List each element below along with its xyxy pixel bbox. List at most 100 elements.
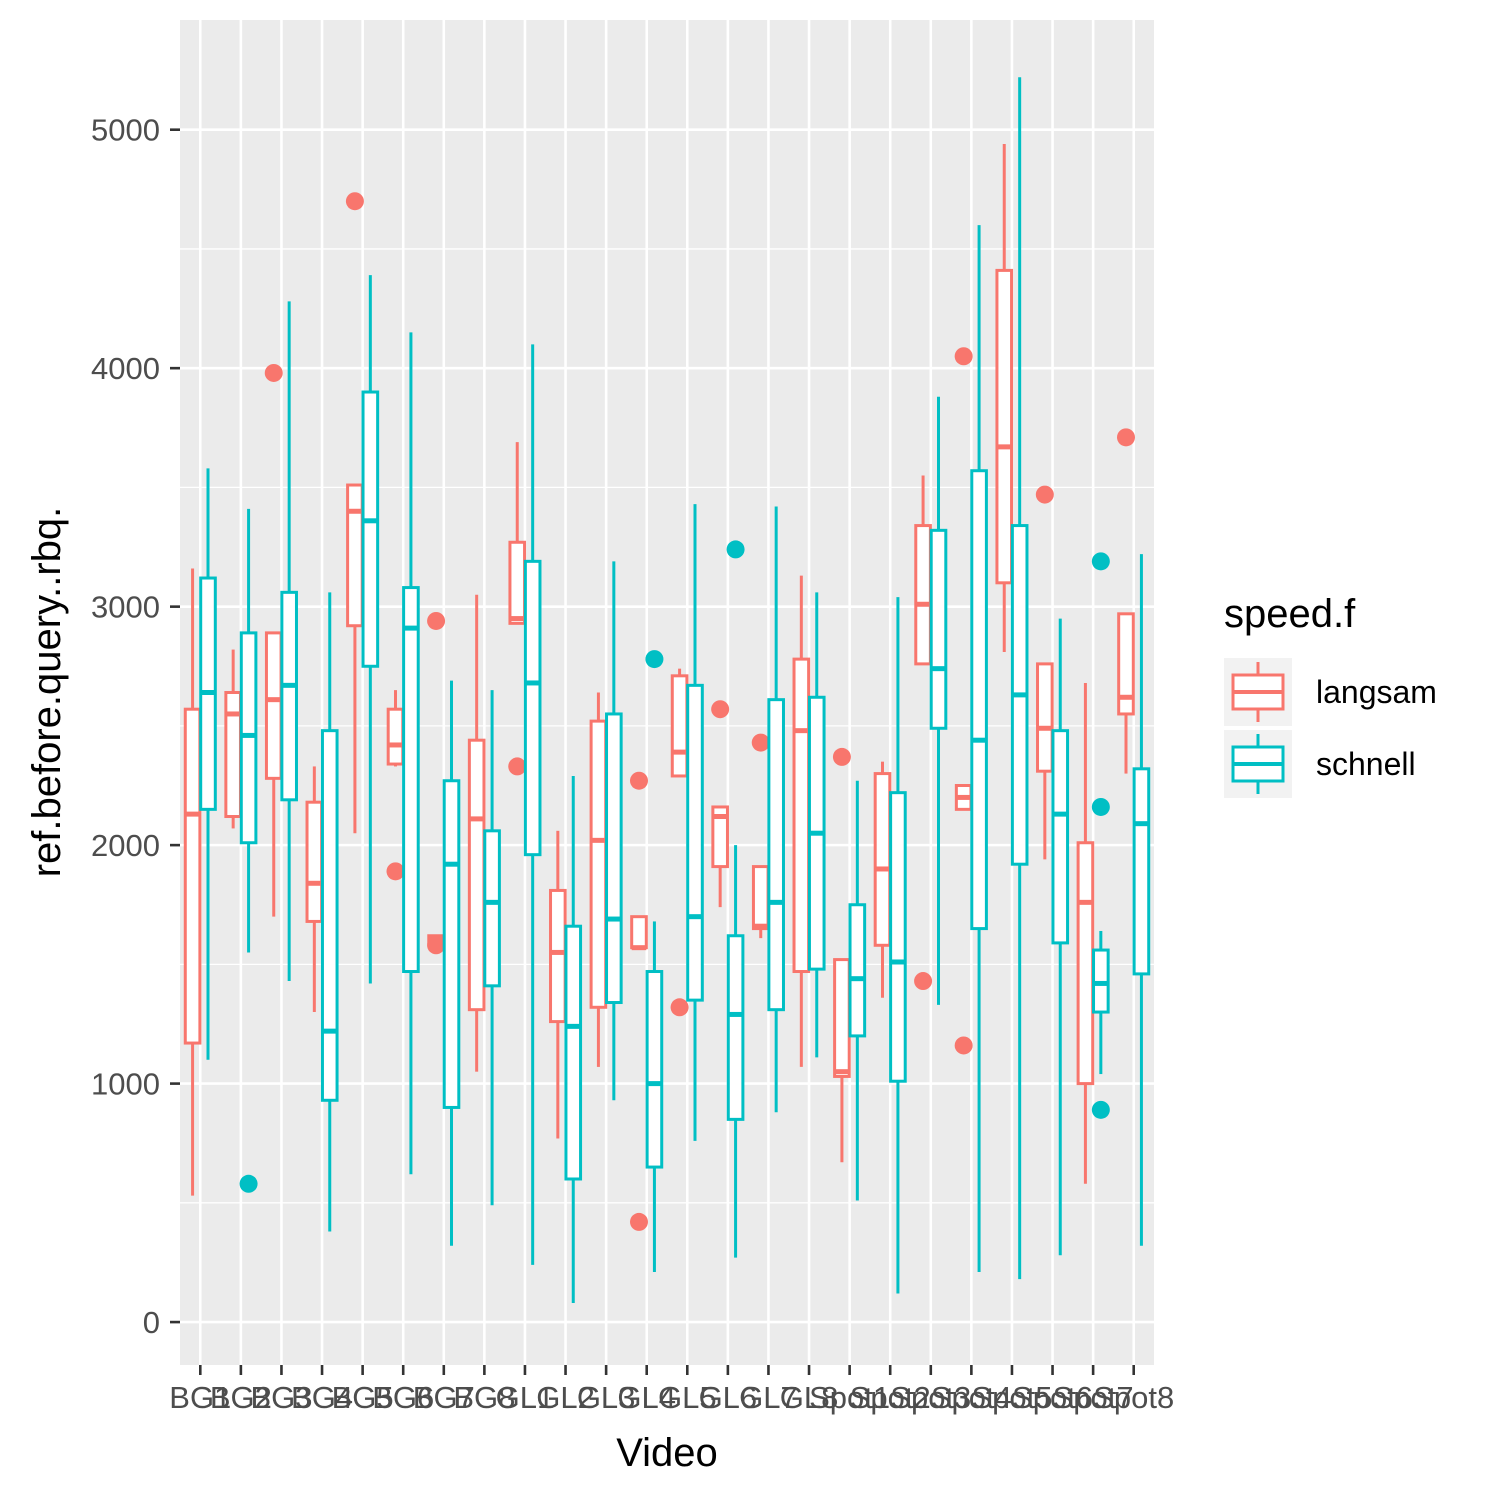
x-tick-label: Spot6: [1012, 1380, 1093, 1415]
box: [264, 631, 283, 780]
outlier-point: [264, 363, 283, 382]
outlier-point: [508, 757, 527, 776]
box: [589, 719, 608, 1009]
box: [970, 469, 988, 931]
outlier-point: [629, 771, 648, 790]
box: [605, 712, 623, 1005]
box: [848, 903, 867, 1038]
x-tick-label: Spot3: [890, 1380, 971, 1415]
x-tick-label: Spot2: [850, 1380, 931, 1415]
x-tick-label: Spot5: [971, 1380, 1052, 1415]
y-axis-title: ref.before.query..rbq.: [25, 507, 69, 878]
box: [483, 829, 501, 988]
box: [686, 683, 704, 1002]
box: [873, 772, 892, 947]
x-tick-label: Spot1: [809, 1380, 890, 1415]
x-tick-label: Spot7: [1053, 1380, 1134, 1415]
x-tick-label: Spot8: [1093, 1380, 1174, 1415]
outlier-point: [1035, 485, 1054, 504]
x-axis-title: Video: [616, 1431, 718, 1475]
outlier-point: [427, 611, 446, 630]
legend: speed.f langsam schnell: [1224, 592, 1437, 798]
outlier-point: [711, 700, 730, 719]
outlier-point: [427, 936, 446, 955]
outlier-point: [726, 540, 745, 559]
box: [929, 528, 948, 730]
box: [1036, 662, 1054, 773]
y-tick-label: 3000: [91, 590, 160, 625]
legend-label: schnell: [1316, 746, 1416, 782]
outlier-point: [1091, 552, 1110, 571]
x-tick-label: GL1: [496, 1380, 555, 1415]
y-tick-label: 5000: [91, 113, 160, 148]
x-tick-label: BG4: [291, 1380, 353, 1415]
series-langsam: [183, 144, 1135, 1231]
box-series: [183, 77, 1151, 1303]
box: [508, 540, 527, 625]
outlier-point: [1091, 797, 1110, 816]
x-tick-label: GL3: [577, 1380, 636, 1415]
outlier-point: [954, 1036, 973, 1055]
box: [320, 729, 339, 1102]
outlier-point: [670, 998, 689, 1017]
outlier-point: [1116, 428, 1135, 447]
box: [1132, 767, 1151, 976]
box: [630, 915, 648, 950]
minor-gridlines: [180, 248, 1154, 1204]
box: [224, 691, 242, 819]
outlier-point: [954, 347, 973, 366]
outlier-point: [645, 650, 664, 669]
y-tick-label: 2000: [91, 828, 160, 863]
x-tick-label: BG5: [332, 1380, 394, 1415]
outlier-point: [386, 862, 405, 881]
box: [711, 805, 729, 869]
series-schnell: [199, 77, 1151, 1303]
y-tick-label: 1000: [91, 1067, 160, 1102]
box: [767, 698, 785, 1012]
x-tick-label: BG7: [413, 1380, 475, 1415]
x-tick-label: BG3: [250, 1380, 312, 1415]
x-tick-label: GL7: [739, 1380, 798, 1415]
box: [467, 738, 486, 1012]
box: [442, 779, 461, 1109]
x-tick-label: GL2: [536, 1380, 595, 1415]
box: [833, 958, 851, 1078]
box: [402, 586, 420, 974]
box: [726, 934, 745, 1121]
box: [914, 524, 932, 666]
box: [523, 559, 542, 857]
box: [889, 791, 907, 1083]
x-tick-label: BG2: [210, 1380, 272, 1415]
legend-label: langsam: [1316, 674, 1437, 710]
box: [564, 924, 583, 1181]
box: [549, 888, 567, 1024]
legend-title: speed.f: [1224, 592, 1356, 636]
plot-panel: [180, 20, 1154, 1365]
box: [305, 800, 324, 923]
outlier-point: [751, 733, 770, 752]
box: [1117, 612, 1135, 716]
outlier-point: [1091, 1100, 1110, 1119]
box: [670, 674, 689, 778]
y-tick-label: 0: [143, 1305, 160, 1340]
x-tick-label: GL4: [617, 1380, 676, 1415]
x-tick-label: Spot4: [931, 1380, 1012, 1415]
outlier-point: [832, 747, 851, 766]
x-tick-label: BG1: [169, 1380, 231, 1415]
box: [1076, 841, 1095, 1086]
x-tick-label: BG8: [453, 1380, 515, 1415]
box: [645, 970, 664, 1169]
box: [346, 483, 364, 628]
box: [361, 390, 380, 668]
box: [792, 657, 811, 974]
x-tick-label: GL5: [658, 1380, 717, 1415]
legend-item-langsam: langsam: [1224, 658, 1437, 726]
box: [280, 590, 298, 802]
box: [386, 707, 405, 766]
x-tick-label: BG6: [372, 1380, 434, 1415]
box: [751, 865, 770, 931]
x-tick-label: GL8: [780, 1380, 839, 1415]
outlier-point: [345, 192, 364, 211]
box: [183, 707, 202, 1045]
